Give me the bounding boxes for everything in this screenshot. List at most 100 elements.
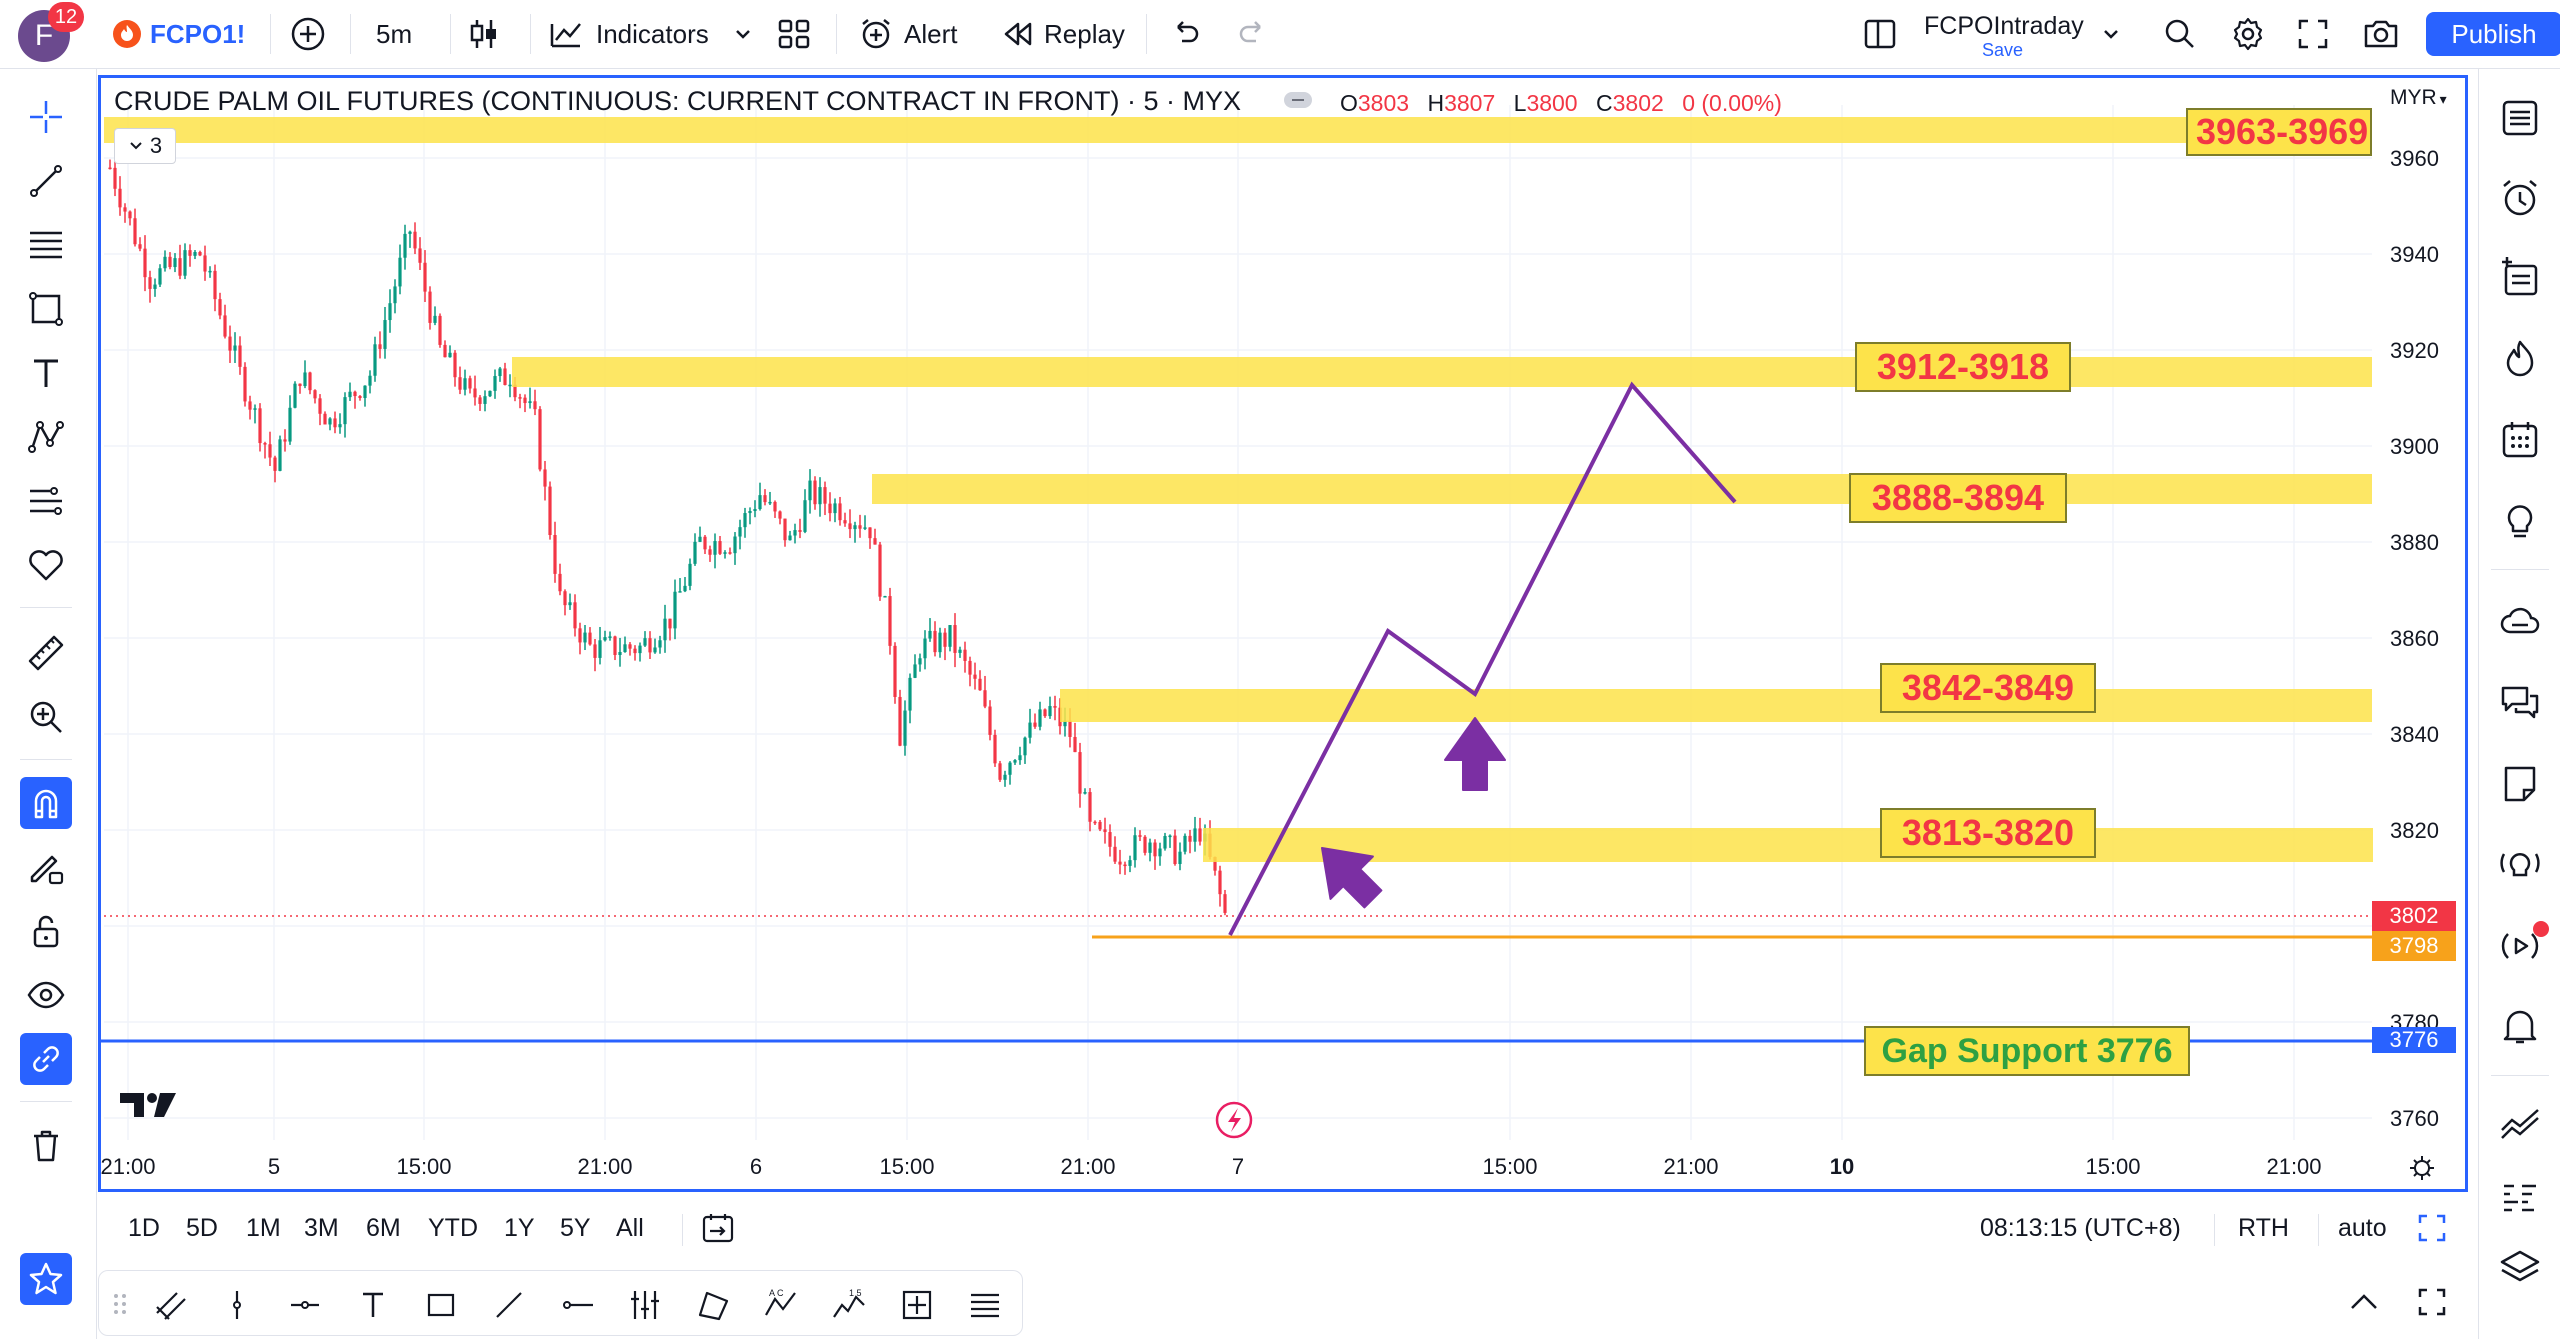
range-all[interactable]: All — [616, 1214, 644, 1242]
auto-scale-toggle[interactable]: auto — [2338, 1214, 2387, 1242]
zoom-tool[interactable] — [20, 691, 72, 743]
range-6m[interactable]: 6M — [366, 1214, 401, 1242]
zone-rect-3842[interactable] — [1060, 689, 2372, 722]
range-ytd[interactable]: YTD — [428, 1214, 478, 1242]
zone-label-3888[interactable]: 3888-3894 — [1849, 473, 2067, 523]
alerts-panel-button[interactable] — [2495, 173, 2545, 223]
chart-type-button[interactable] — [466, 12, 502, 56]
shapes-tool[interactable] — [20, 283, 72, 335]
dom-button[interactable] — [2495, 1173, 2545, 1223]
fav-text[interactable] — [353, 1285, 393, 1325]
indicators-collapse-button[interactable]: 3 — [114, 128, 176, 164]
currency-selector[interactable]: MYR ▾ — [2390, 86, 2447, 109]
collapse-bottom-panel-button[interactable] — [2346, 1284, 2382, 1325]
zone-label-3842[interactable]: 3842-3849 — [1880, 663, 2096, 713]
replay-button[interactable]: Replay — [1000, 12, 1125, 56]
fav-ray[interactable] — [557, 1285, 597, 1325]
goto-date-button[interactable] — [700, 1210, 736, 1251]
hotlists-button[interactable] — [2495, 335, 2545, 385]
arrow-up-marker[interactable] — [1444, 717, 1506, 791]
chart-pane[interactable] — [98, 75, 2468, 1192]
publish-button[interactable]: Publish — [2426, 12, 2560, 56]
add-symbol-button[interactable] — [290, 12, 326, 56]
fav-long-position[interactable] — [625, 1285, 665, 1325]
layout-menu-dropdown[interactable] — [2100, 12, 2122, 56]
range-5d[interactable]: 5D — [186, 1214, 218, 1242]
measure-tool[interactable] — [20, 627, 72, 679]
snapshot-button[interactable] — [2362, 12, 2400, 56]
object-tree-button[interactable] — [2495, 253, 2545, 303]
fav-abc-pattern[interactable]: A C — [761, 1285, 801, 1325]
gap-support-label[interactable]: Gap Support 3776 — [1864, 1026, 2190, 1076]
minds-button[interactable] — [2495, 597, 2545, 647]
sync-drawings-button[interactable] — [20, 1033, 72, 1085]
trading-panel-button[interactable] — [2495, 1103, 2545, 1153]
symbol-legend[interactable]: CRUDE PALM OIL FUTURES (CONTINUOUS: CURR… — [114, 86, 1241, 117]
settings-button[interactable] — [2230, 12, 2266, 56]
undo-button[interactable] — [1168, 12, 1202, 56]
icons-tool[interactable] — [20, 539, 72, 591]
clock-display[interactable]: 08:13:15 (UTC+8) — [1980, 1214, 2181, 1242]
fav-parallel-channel[interactable] — [151, 1285, 191, 1325]
session-toggle[interactable]: RTH — [2238, 1214, 2289, 1242]
maximize-chart-button[interactable] — [2416, 1212, 2448, 1249]
range-1d[interactable]: 1D — [128, 1214, 160, 1242]
symbol-search-button[interactable]: FCPO1! — [112, 12, 245, 56]
fav-trend-line[interactable] — [489, 1285, 529, 1325]
prediction-tool[interactable] — [20, 475, 72, 527]
layout-grid-button[interactable] — [776, 12, 812, 56]
help-center-button[interactable] — [2495, 839, 2545, 889]
zone-rect-3813[interactable] — [1203, 828, 2373, 862]
layout-name-button[interactable]: FCPOIntraday Save — [1924, 10, 2134, 60]
favorites-button[interactable] — [20, 1253, 72, 1305]
lock-drawings-button[interactable] — [20, 905, 72, 957]
search-button[interactable] — [2162, 12, 2198, 56]
trend-line-tool[interactable] — [20, 155, 72, 207]
maximize-bottom-panel-button[interactable] — [2416, 1286, 2448, 1323]
fib-tool[interactable] — [20, 219, 72, 271]
chats-button[interactable] — [2495, 677, 2545, 727]
calendar-button[interactable] — [2495, 415, 2545, 465]
range-1y[interactable]: 1Y — [504, 1214, 535, 1242]
indicators-button[interactable]: Indicators — [548, 12, 709, 56]
layers-button[interactable] — [2495, 1243, 2545, 1293]
zone-rect-3912[interactable] — [512, 357, 2372, 387]
patterns-tool[interactable] — [20, 411, 72, 463]
fav-elliott-wave[interactable]: 1 5 — [829, 1285, 869, 1325]
streams-button[interactable] — [2495, 921, 2545, 971]
zone-rect-3963[interactable] — [104, 117, 2370, 143]
stay-in-drawing-mode-button[interactable] — [20, 841, 72, 893]
fav-xabcd[interactable] — [693, 1285, 733, 1325]
fav-date-range[interactable] — [897, 1285, 937, 1325]
ideas-button[interactable] — [2495, 495, 2545, 545]
magnet-mode-button[interactable] — [20, 777, 72, 829]
zone-label-3813[interactable]: 3813-3820 — [1880, 808, 2096, 858]
range-1m[interactable]: 1M — [246, 1214, 281, 1242]
interval-button[interactable]: 5m — [376, 18, 413, 49]
hide-drawings-button[interactable] — [20, 969, 72, 1021]
drag-handle[interactable] — [113, 1293, 127, 1320]
notifications-button[interactable] — [2495, 1001, 2545, 1051]
fav-fib-retracement[interactable] — [965, 1285, 1005, 1325]
redo-button[interactable] — [1236, 12, 1270, 56]
watchlist-button[interactable] — [2495, 93, 2545, 143]
zone-rect-3888[interactable] — [872, 474, 2372, 504]
notes-button[interactable] — [2495, 759, 2545, 809]
panels-toggle-button[interactable] — [1862, 12, 1898, 56]
zone-label-3963[interactable]: 3963-3969 — [2186, 108, 2372, 156]
remove-drawings-button[interactable] — [20, 1119, 72, 1171]
fav-horizontal-line[interactable] — [285, 1285, 325, 1325]
alert-button[interactable]: Alert — [858, 12, 957, 56]
zone-label-3912[interactable]: 3912-3918 — [1855, 342, 2071, 392]
range-3m[interactable]: 3M — [304, 1214, 339, 1242]
crosshair-tool[interactable] — [20, 91, 72, 143]
dividends-event-icon[interactable] — [1215, 1101, 1253, 1139]
range-5y[interactable]: 5Y — [560, 1214, 591, 1242]
indicators-dropdown[interactable] — [732, 12, 754, 56]
fav-rectangle[interactable] — [421, 1285, 461, 1325]
arrow-upleft-marker[interactable] — [1301, 827, 1394, 920]
axis-settings-icon[interactable] — [2410, 1156, 2434, 1180]
legend-collapse-pill[interactable] — [1284, 92, 1312, 108]
projection-path[interactable] — [1228, 381, 1737, 936]
